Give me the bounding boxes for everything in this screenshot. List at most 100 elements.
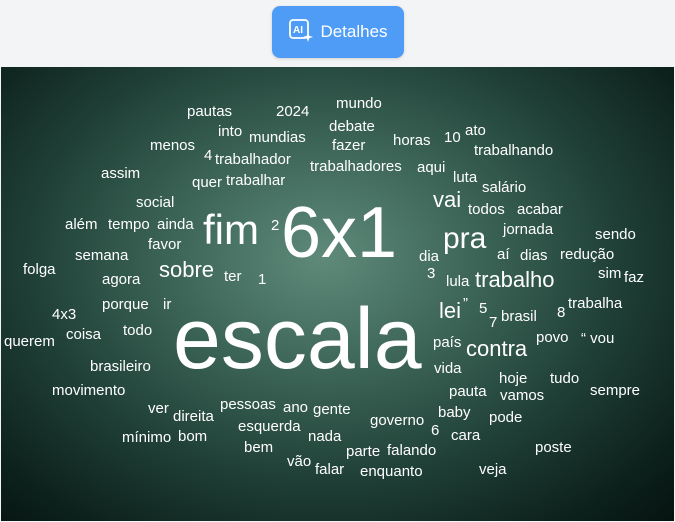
word-escala: escala (173, 291, 422, 387)
word-nada: nada (308, 428, 342, 445)
word-folga: folga (23, 261, 56, 278)
word-acabar: acabar (517, 201, 563, 218)
details-button[interactable]: AI Detalhes (272, 6, 404, 58)
word-lei: lei (439, 298, 462, 323)
toolbar: AI Detalhes (0, 0, 675, 67)
word-6: 6 (431, 422, 440, 439)
word-2024: 2024 (276, 103, 310, 120)
word-porque: porque (102, 296, 149, 313)
word-veja: veja (479, 461, 507, 478)
word-agora: agora (102, 271, 141, 288)
word-sobre: sobre (159, 257, 215, 282)
details-button-label: Detalhes (320, 22, 388, 41)
word-todos: todos (468, 201, 505, 218)
word-2: 2 (271, 217, 280, 234)
word-cara: cara (451, 427, 481, 444)
word-enquanto: enquanto (360, 463, 423, 480)
word-trabalhando: trabalhando (474, 142, 554, 159)
word-poste: poste (535, 439, 572, 456)
word-esquerda: esquerda (238, 418, 301, 435)
word-sim: sim (598, 265, 622, 282)
word-bom: bom (178, 428, 208, 445)
word-todo: todo (123, 322, 153, 339)
word-povo: povo (536, 329, 569, 346)
word-governo: governo (370, 412, 425, 429)
word-assim: assim (101, 165, 141, 182)
word-vai: vai (433, 187, 462, 212)
word-hoje: hoje (499, 370, 528, 387)
word-vao: vão (287, 453, 312, 470)
word-1: 1 (258, 271, 267, 288)
word-tudo: tudo (550, 370, 580, 387)
word-luta: luta (453, 169, 478, 186)
word-mundias: mundias (249, 129, 306, 146)
word-movimento: movimento (52, 382, 126, 399)
word-direita: direita (173, 408, 214, 425)
word-falar: falar (315, 461, 345, 478)
word-dia: dia (419, 248, 440, 265)
word-gente: gente (313, 401, 351, 418)
word-pais: país (433, 334, 462, 351)
word-quer: quer (192, 174, 223, 191)
word-6x1: 6x1 (281, 193, 398, 273)
word-mundo: mundo (336, 95, 382, 112)
word-trabalhadores: trabalhadores (310, 158, 402, 175)
word-4x3: 4x3 (52, 306, 77, 323)
word-tempo: tempo (108, 216, 150, 233)
word-faz: faz (624, 269, 645, 286)
word-trabalhar: trabalhar (226, 172, 286, 189)
word-pauta: pauta (449, 383, 487, 400)
word-10: 10 (444, 129, 461, 146)
word-into: into (218, 123, 243, 140)
word-ainda: ainda (157, 216, 194, 233)
word-menos: menos (150, 137, 196, 154)
word-coisa: coisa (66, 326, 102, 343)
word-falando: falando (387, 442, 437, 459)
word-dias: dias (520, 247, 548, 264)
word-ir: ir (163, 296, 172, 313)
word-fim: fim (203, 206, 259, 253)
word-salario: salário (482, 179, 527, 196)
word-pessoas: pessoas (220, 396, 276, 413)
word-pra: pra (443, 222, 487, 255)
word-favor: favor (148, 236, 182, 253)
word-quote-vou: “ vou (581, 330, 615, 347)
word-quote-close: ” (463, 295, 468, 312)
word-8: 8 (557, 304, 566, 321)
word-minimo: mínimo (122, 429, 172, 446)
word-4: 4 (204, 147, 213, 164)
word-pautas: pautas (187, 103, 233, 120)
word-ver: ver (148, 400, 169, 417)
ai-sparkle-icon: AI (288, 17, 314, 48)
word-alem: além (65, 216, 98, 233)
word-cloud: escala 6x1 fim pra contra trabalho sobre… (1, 67, 674, 521)
word-ter: ter (224, 268, 242, 285)
word-ato: ato (465, 122, 486, 139)
word-sempre: sempre (590, 382, 641, 399)
svg-text:AI: AI (293, 25, 303, 36)
word-brasileiro: brasileiro (90, 358, 151, 375)
word-5: 5 (479, 300, 488, 317)
word-ano: ano (283, 399, 309, 416)
word-ai: aí (497, 246, 510, 263)
word-fazer: fazer (332, 137, 366, 154)
word-social: social (136, 194, 175, 211)
word-vida: vida (434, 360, 462, 377)
word-lula: lula (446, 273, 470, 290)
word-querem: querem (4, 333, 55, 350)
word-parte: parte (346, 443, 381, 460)
word-reducao: redução (560, 246, 615, 263)
word-contra: contra (466, 336, 528, 361)
word-3: 3 (427, 265, 436, 282)
word-sendo: sendo (595, 226, 636, 243)
word-pode: pode (489, 409, 523, 426)
word-aqui: aqui (417, 159, 446, 176)
word-horas: horas (393, 132, 431, 149)
word-brasil: brasil (501, 308, 537, 325)
word-trabalha: trabalha (568, 295, 623, 312)
word-jornada: jornada (503, 221, 554, 238)
word-baby: baby (438, 404, 471, 421)
word-7: 7 (489, 314, 498, 331)
word-trabalhador: trabalhador (215, 151, 291, 168)
word-semana: semana (75, 247, 129, 264)
